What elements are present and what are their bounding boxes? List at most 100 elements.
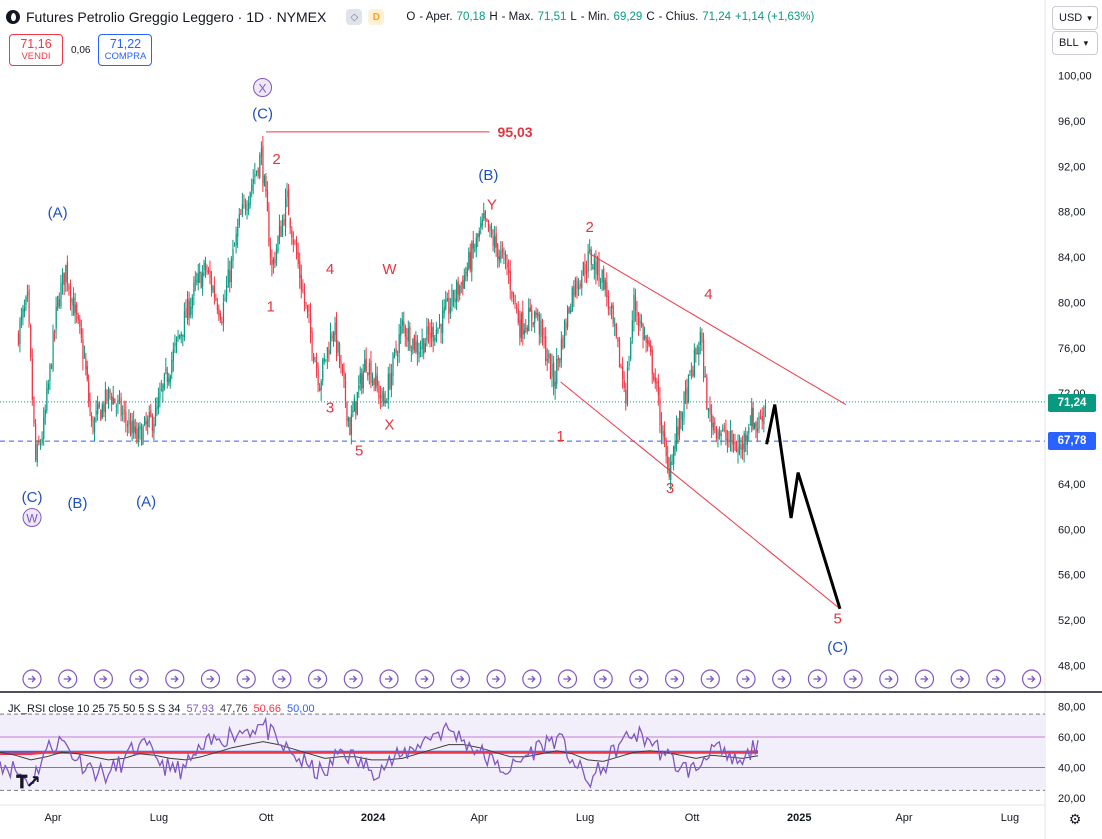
event-marker-icon[interactable] [58,669,78,689]
candle-body [519,319,521,338]
candle-body [390,372,393,390]
event-marker-icon[interactable] [272,669,292,689]
candle-body [76,304,78,315]
candle-body [755,422,757,429]
event-marker-icon[interactable] [415,669,435,689]
candle-body [456,282,458,302]
candle-body [592,267,594,269]
candle-body [715,426,718,439]
candle-body [586,271,588,273]
event-marker-icon[interactable] [522,669,542,689]
candle-body [723,427,725,429]
gear-icon[interactable]: ⚙ [1068,810,1082,827]
candle-body [378,384,380,399]
candle-body [125,411,127,422]
candle-body [41,438,43,443]
event-marker-icon[interactable] [165,669,185,689]
candle-body [326,347,329,359]
candle-body [311,331,313,354]
candle-body [699,331,701,346]
event-marker-icon[interactable] [22,669,42,689]
event-marker-icon[interactable] [879,669,899,689]
candle-body [707,407,710,412]
candle-body [193,281,195,296]
candle-body [681,419,684,421]
event-marker-arrow [813,675,822,683]
candle-body [317,368,319,386]
event-marker-icon[interactable] [593,669,613,689]
event-marker-icon[interactable] [557,669,578,689]
candle-body [703,339,705,379]
event-marker-icon[interactable] [343,669,363,689]
event-marker-arrow [956,675,965,683]
candle-body [590,250,592,265]
candle-body [148,412,150,419]
candle-body [665,440,667,457]
event-marker-icon[interactable] [129,669,149,689]
candle-body [677,426,679,436]
candle-body [535,312,537,315]
candle-body [100,410,102,421]
candle-body [232,249,234,261]
event-marker-arrow [492,675,501,683]
event-marker-icon[interactable] [843,669,863,689]
event-marker-icon[interactable] [1021,669,1042,689]
candle-body [343,370,345,379]
candle-body [305,302,307,306]
candle-body [680,411,682,420]
candle-body [213,286,216,298]
candle-body [674,441,676,449]
delayed-data-badge[interactable]: D [368,9,385,25]
currency-select[interactable]: USD ▾ [1052,6,1098,30]
candle-body [283,218,285,225]
event-marker-arrow [456,675,465,683]
event-marker-icon[interactable] [93,669,114,689]
event-marker-icon[interactable] [986,669,1006,689]
tradingview-logo[interactable]: 𝐓↗ [16,772,41,792]
candle-body [492,235,494,246]
candle-body [240,213,242,215]
event-marker-icon[interactable] [807,669,828,689]
level-line-label: 95,03 [498,124,533,140]
candle-body [742,443,744,450]
event-marker-icon[interactable] [664,669,685,689]
candle-body [257,168,259,176]
unit-select[interactable]: BLL ▾ [1052,31,1098,55]
candle-body [559,358,561,363]
event-marker-icon[interactable] [736,669,756,689]
candle-body [115,406,118,408]
candle-body [114,398,116,404]
event-marker-icon[interactable] [450,669,470,689]
candle-body [323,357,325,362]
event-marker-icon[interactable] [200,669,221,689]
event-marker-icon[interactable] [700,669,720,689]
candle-body [289,217,291,229]
event-marker-icon[interactable] [772,669,792,689]
candle-body [274,259,276,264]
candle-body [478,231,480,237]
sell-button[interactable]: 71,16 VENDI [9,34,63,66]
candle-body [465,272,467,274]
rsi-legend[interactable]: JK_RSI close 10 25 75 50 5 S S 34 57,93 … [8,703,315,715]
candle-body [180,333,182,337]
candle-body [551,363,553,377]
event-marker-icon[interactable] [950,669,970,689]
candle-body [516,307,518,309]
candle-body [281,219,284,235]
event-marker-icon[interactable] [486,669,506,689]
buy-button[interactable]: 71,22 COMPRA [98,34,153,66]
symbol-title[interactable]: Futures Petrolio Greggio Leggero · 1D · … [26,9,327,25]
spread-value: 0,06 [71,44,91,56]
event-marker-icon[interactable] [308,669,328,689]
diamond-icon[interactable]: ◇ [346,9,363,25]
candle-body [254,174,256,178]
candle-body [582,261,585,276]
event-marker-icon[interactable] [379,669,399,689]
event-marker-icon[interactable] [914,669,935,689]
candle-body [656,381,658,384]
candle-body [166,371,168,383]
candle-body [340,362,342,365]
event-marker-icon[interactable] [236,669,256,689]
event-marker-icon[interactable] [629,669,649,689]
